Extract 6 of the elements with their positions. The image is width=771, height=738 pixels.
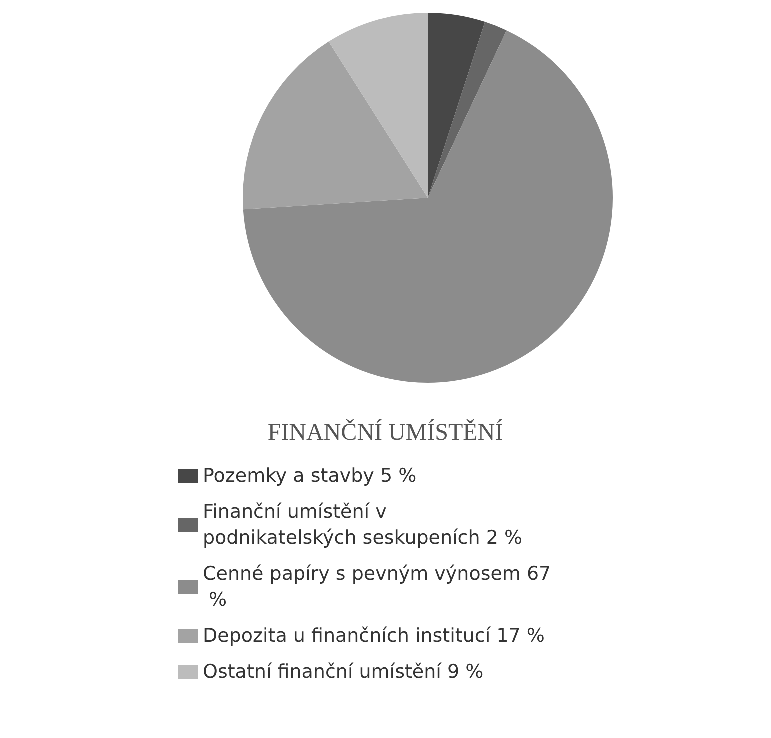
legend-label: Ostatní finanční umístění 9 % bbox=[203, 661, 484, 683]
legend-label: Cenné papíry s pevným výnosem 67 % bbox=[203, 563, 552, 611]
legend-label: Depozita u finančních institucí 17 % bbox=[203, 625, 545, 647]
legend-label: Finanční umístění v podnikatelských seskupeních 2 % bbox=[203, 501, 523, 549]
legend-label: Pozemky a stavby 5 % bbox=[203, 465, 417, 487]
text: FINANČNÍ UMÍSTĚNÍ bbox=[268, 419, 504, 446]
